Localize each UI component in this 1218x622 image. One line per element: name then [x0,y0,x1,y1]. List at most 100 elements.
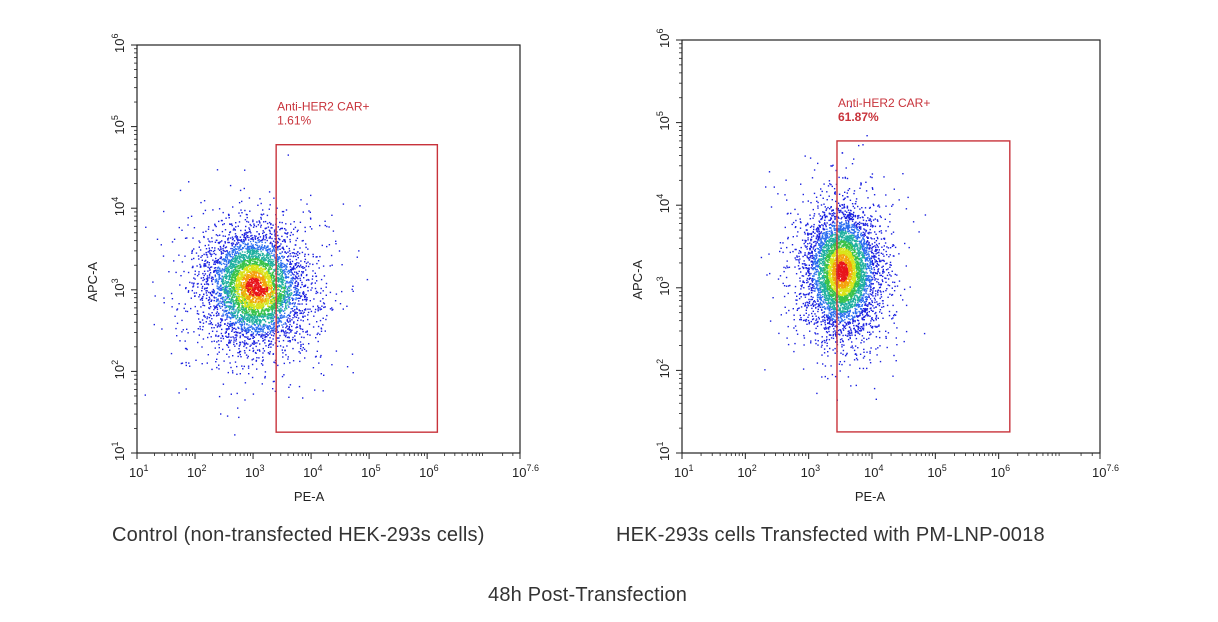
data-point [225,261,228,263]
data-point [271,233,273,235]
data-point [261,316,263,318]
data-point [225,267,227,270]
data-point [229,325,231,327]
data-point [247,260,249,263]
data-point [252,337,254,339]
data-point [213,270,216,272]
data-point [239,274,242,276]
data-point [210,277,213,279]
data-point [235,252,238,255]
data-point [263,256,265,258]
data-point [270,314,273,316]
data-point [241,323,244,325]
data-point [260,330,262,332]
data-point [227,255,229,257]
data-point [217,304,220,306]
data-point [222,278,224,280]
data-point [279,300,281,302]
data-point [198,318,200,320]
data-point [234,334,237,336]
data-point [282,294,284,296]
data-point [220,253,223,255]
data-point [234,266,236,268]
data-point [224,295,227,298]
data-point [266,299,268,302]
data-point [234,254,236,256]
data-point [255,267,257,269]
data-point [220,277,222,280]
data-point [267,254,269,257]
data-point [258,328,260,331]
data-point [273,380,275,383]
data-point [261,284,264,287]
data-point [254,248,257,250]
data-point [256,277,258,279]
data-point [283,314,285,317]
data-point [237,282,240,285]
data-point [366,278,369,281]
data-point [244,327,246,329]
data-point [187,291,190,293]
data-point [259,297,261,299]
data-point [238,247,240,249]
data-point [270,340,273,343]
data-point [281,291,284,293]
data-point [233,248,235,251]
data-point [249,307,251,310]
data-point [314,389,316,391]
data-point [281,283,283,286]
data-point [259,280,261,282]
data-point [214,224,216,227]
data-point [237,288,239,290]
data-point [264,331,266,334]
data-point [216,282,219,284]
data-point [277,247,279,249]
data-point [239,373,241,375]
data-point [285,280,288,283]
data-point [261,326,263,328]
data-point [243,257,246,259]
data-point [252,263,254,265]
data-point [228,275,230,277]
data-point [239,317,241,319]
data-point [268,316,270,318]
data-point [210,250,212,252]
data-point [253,235,256,237]
data-point [295,298,297,301]
data-point [244,340,246,342]
data-point [185,364,187,367]
data-point [285,326,287,329]
data-point [259,277,261,280]
data-point [259,249,262,251]
data-point [267,294,270,296]
data-point [248,306,250,309]
data-point [279,269,281,271]
data-point [233,227,235,230]
data-point [235,222,237,224]
data-point [315,275,317,278]
data-point [213,340,215,342]
data-point [274,296,276,298]
data-point [331,309,333,311]
data-point [248,274,250,276]
data-point [191,250,193,253]
data-point [264,227,267,230]
data-point [253,274,255,276]
data-point [259,290,261,292]
data-point [274,289,277,291]
data-point [222,211,224,214]
data-point [170,352,173,355]
data-point [219,295,221,297]
data-point [228,273,231,275]
data-point [270,291,272,294]
data-point [255,314,257,316]
data-point [289,323,291,326]
data-point [210,294,213,296]
data-point [202,304,204,306]
data-point [291,283,294,285]
data-point [258,294,260,297]
data-point [205,251,207,254]
data-point [288,300,290,302]
data-point [209,292,212,295]
data-point [280,330,283,333]
